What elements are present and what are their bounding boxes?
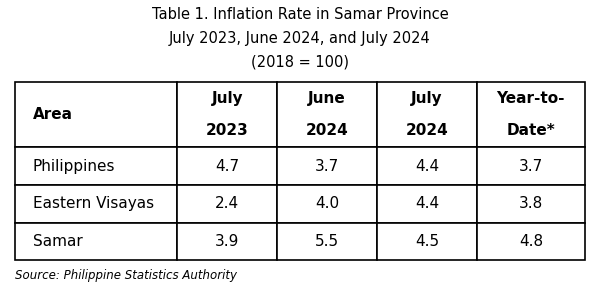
Bar [15,82,178,147]
Text: Philippines: Philippines [33,158,115,173]
Text: 4.7: 4.7 [215,158,239,173]
Text: Source: Philippine Statistics Authority: Source: Philippine Statistics Authority [15,269,237,282]
Text: 3.7: 3.7 [315,158,339,173]
Bar [476,82,585,147]
Text: Table 1. Inflation Rate in Samar Province: Table 1. Inflation Rate in Samar Provinc… [152,7,448,22]
Bar [377,185,476,223]
Text: 4.0: 4.0 [315,196,339,211]
Bar [277,185,377,223]
Text: July: July [212,91,243,106]
Text: Eastern Visayas: Eastern Visayas [33,196,154,211]
Text: Date*: Date* [506,123,555,138]
Text: 2024: 2024 [306,123,349,138]
Text: July: July [411,91,443,106]
Text: 2.4: 2.4 [215,196,239,211]
Bar [277,147,377,185]
Bar [277,223,377,260]
Text: 4.4: 4.4 [415,158,439,173]
Text: 4.8: 4.8 [519,234,543,249]
Bar [15,185,178,223]
Bar [277,82,377,147]
Bar [178,82,277,147]
Bar [377,223,476,260]
Bar [476,147,585,185]
Text: 2023: 2023 [206,123,249,138]
Bar [15,147,178,185]
Bar [178,147,277,185]
Text: 5.5: 5.5 [315,234,339,249]
Text: 3.9: 3.9 [215,234,239,249]
Bar [178,223,277,260]
Text: 3.8: 3.8 [519,196,543,211]
Bar [377,147,476,185]
Text: July 2023, June 2024, and July 2024: July 2023, June 2024, and July 2024 [169,31,431,46]
Text: 4.4: 4.4 [415,196,439,211]
Bar [476,223,585,260]
Text: Samar: Samar [33,234,83,249]
Text: Year-to-: Year-to- [497,91,565,106]
Text: Area: Area [33,107,73,122]
Text: (2018 = 100): (2018 = 100) [251,54,349,69]
Text: 3.7: 3.7 [519,158,543,173]
Text: June: June [308,91,346,106]
Text: 4.5: 4.5 [415,234,439,249]
Bar [476,185,585,223]
Text: 2024: 2024 [406,123,448,138]
Bar [15,223,178,260]
Bar [178,185,277,223]
Bar [377,82,476,147]
